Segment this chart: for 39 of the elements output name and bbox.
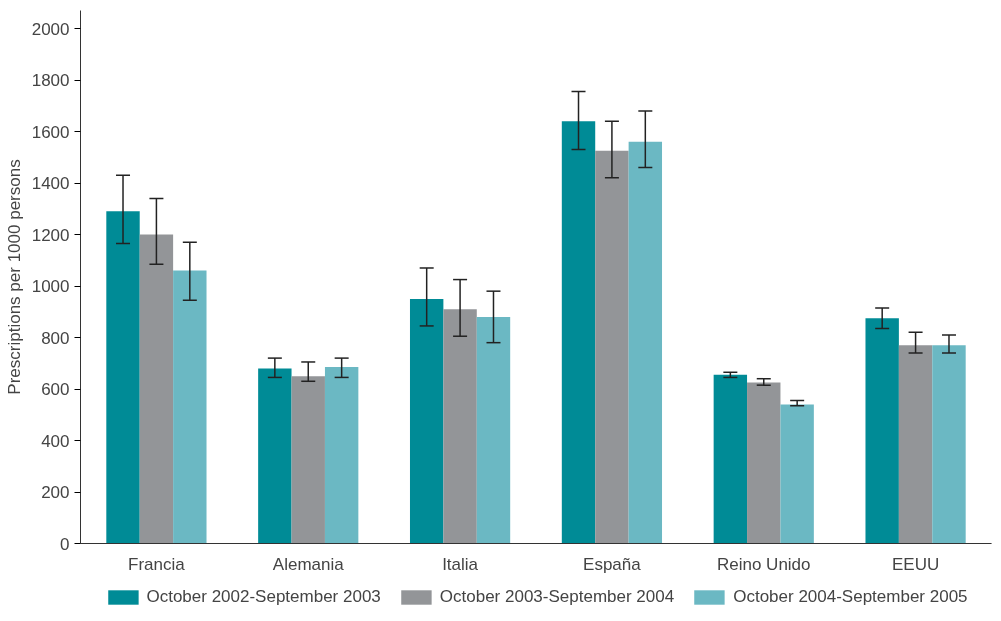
y-tick-label: 600 xyxy=(41,380,70,400)
bar xyxy=(898,345,933,544)
bar xyxy=(747,382,781,544)
y-tick-label: 800 xyxy=(41,328,70,348)
bar xyxy=(173,270,207,544)
bar xyxy=(932,345,966,544)
y-axis-title: Prescriptions per 1000 persons xyxy=(4,159,24,395)
bar xyxy=(324,367,359,544)
bar xyxy=(561,121,596,544)
bar xyxy=(713,374,748,544)
bar xyxy=(409,298,444,544)
y-tick-label: 1200 xyxy=(31,225,70,245)
bar xyxy=(443,309,477,544)
x-tick-label: Alemania xyxy=(272,554,345,574)
y-tick-label: 400 xyxy=(41,431,70,451)
y-tick-label: 2000 xyxy=(31,19,70,39)
bar xyxy=(780,404,814,544)
x-tick-label: Francia xyxy=(128,554,186,574)
bar xyxy=(595,150,629,544)
legend-label: October 2003-September 2004 xyxy=(439,587,675,607)
y-tick-label: 1600 xyxy=(31,122,70,142)
y-tick-label: 1000 xyxy=(31,277,70,297)
y-tick-label: 200 xyxy=(41,483,70,502)
bar xyxy=(476,316,511,544)
bar xyxy=(139,234,174,544)
y-tick-label: 0 xyxy=(60,534,70,554)
x-tick-label: España xyxy=(583,554,642,574)
x-tick-label: EEUU xyxy=(891,554,940,574)
legend-label: October 2002-September 2003 xyxy=(146,587,381,607)
bar xyxy=(628,141,663,544)
x-tick-label: Italia xyxy=(442,554,479,574)
x-tick-label: Reino Unido xyxy=(716,554,811,574)
bar xyxy=(258,368,292,544)
y-tick-label: 1400 xyxy=(31,174,70,194)
y-tick-label: 1800 xyxy=(31,71,70,91)
legend-label: October 2004-September 2005 xyxy=(733,587,968,607)
bar xyxy=(291,376,325,544)
bar xyxy=(865,318,899,544)
bar xyxy=(106,211,140,544)
